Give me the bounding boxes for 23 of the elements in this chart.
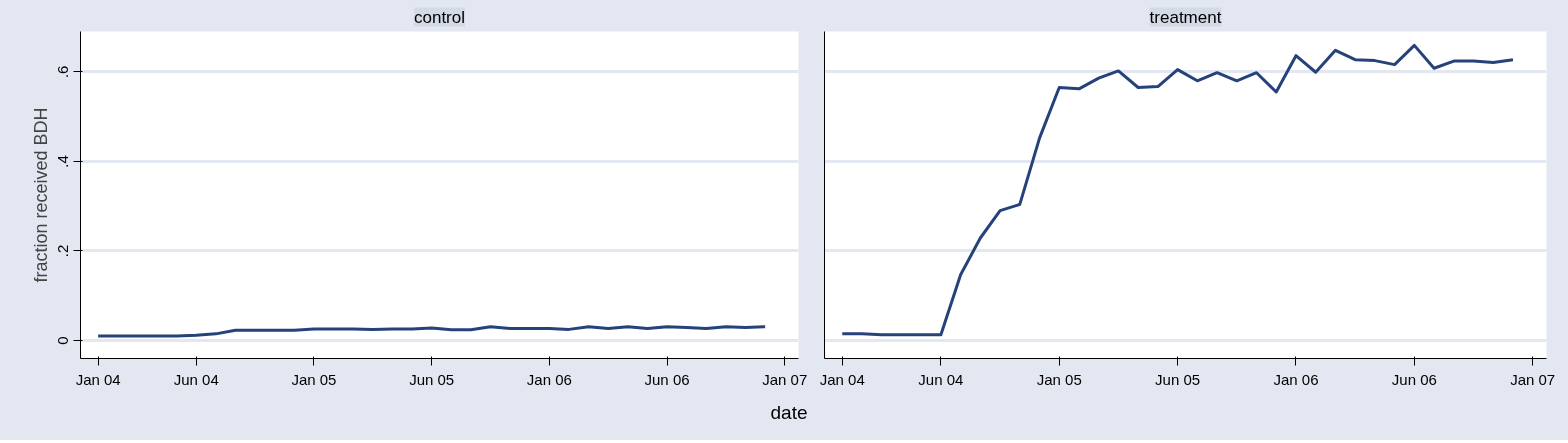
x-tick-label: Jan 06	[526, 370, 572, 388]
chart-title: treatment	[1149, 7, 1222, 27]
x-tick-label: Jun 04	[918, 370, 964, 388]
y-axis-title: fraction received BDH	[30, 107, 51, 283]
x-tick-label: Jan 07	[762, 370, 808, 388]
y-tick-label: .6	[54, 65, 72, 79]
x-tick-label: Jan 05	[1036, 370, 1082, 388]
x-tick-label: Jan 07	[1510, 370, 1556, 388]
y-tick-label: 0	[54, 336, 72, 345]
line-series	[96, 325, 767, 338]
x-tick-label: Jun 06	[644, 370, 690, 388]
x-tick-label: Jun 06	[1391, 370, 1437, 388]
x-tick-label: Jan 04	[819, 370, 865, 388]
x-tick-label: Jan 04	[75, 370, 121, 388]
x-tick-label: Jan 05	[291, 370, 337, 388]
x-tick-label: Jun 05	[409, 370, 455, 388]
y-tick-label: .2	[54, 244, 72, 258]
x-axis-title: date	[770, 401, 808, 425]
y-tick-label: .4	[54, 155, 72, 168]
chart-title: control	[413, 7, 466, 27]
x-tick-label: Jan 06	[1273, 370, 1319, 388]
x-tick-label: Jun 05	[1155, 370, 1201, 388]
x-tick-label: Jun 04	[173, 370, 219, 388]
